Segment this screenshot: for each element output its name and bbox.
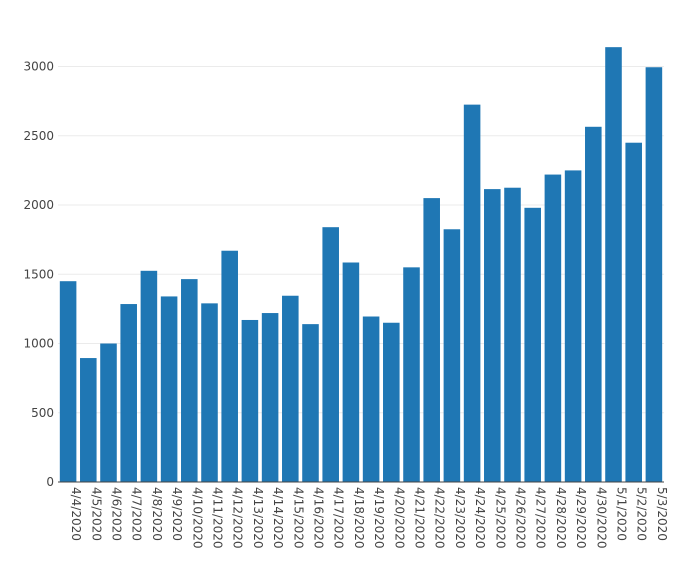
x-tick-label: 4/27/2020: [534, 487, 548, 549]
y-tick-label: 1000: [23, 337, 54, 351]
y-axis-tick-labels: 0 500 1000 1500 2000 2500 3000: [23, 60, 54, 489]
bar[interactable]: [383, 322, 400, 482]
x-tick-label: 4/9/2020: [170, 487, 184, 541]
x-tick-label: 4/12/2020: [231, 487, 245, 549]
bar[interactable]: [423, 198, 440, 482]
x-tick-label: 4/5/2020: [89, 487, 103, 541]
x-tick-label: 4/24/2020: [473, 487, 487, 549]
bar[interactable]: [463, 104, 481, 482]
x-axis-tick-labels: 4/4/2020 4/5/2020 4/6/2020 4/7/2020 4/8/2020…: [69, 487, 669, 549]
bar[interactable]: [342, 262, 360, 482]
bar[interactable]: [403, 267, 420, 482]
x-tick-label: 4/6/2020: [110, 487, 124, 541]
bar[interactable]: [484, 189, 501, 482]
x-tick-label: 4/26/2020: [514, 487, 528, 549]
bar[interactable]: [362, 316, 380, 482]
x-tick-label: 4/11/2020: [211, 487, 225, 549]
bar[interactable]: [241, 319, 259, 482]
x-tick-label: 4/28/2020: [554, 487, 568, 549]
bar[interactable]: [322, 227, 339, 482]
bar[interactable]: [544, 174, 562, 482]
x-tick-label: 4/23/2020: [453, 487, 467, 549]
y-tick-label: 0: [46, 475, 54, 489]
bar[interactable]: [282, 295, 299, 482]
x-tick-label: 4/8/2020: [150, 487, 164, 541]
x-tick-label: 4/22/2020: [433, 487, 447, 549]
x-tick-label: 4/13/2020: [251, 487, 265, 549]
x-tick-label: 4/20/2020: [392, 487, 406, 549]
bar[interactable]: [504, 187, 521, 482]
y-tick-label: 2000: [23, 198, 54, 212]
x-tick-label: 5/3/2020: [655, 487, 669, 541]
x-tick-label: 4/19/2020: [372, 487, 386, 549]
bar[interactable]: [100, 343, 117, 482]
bar[interactable]: [120, 304, 137, 482]
x-tick-label: 4/17/2020: [332, 487, 346, 549]
x-tick-label: 4/7/2020: [130, 487, 144, 541]
bar[interactable]: [605, 47, 622, 482]
y-tick-label: 1500: [23, 267, 54, 281]
bar[interactable]: [302, 324, 319, 482]
x-tick-label: 4/30/2020: [594, 487, 608, 549]
x-tick-label: 4/29/2020: [574, 487, 588, 549]
bar[interactable]: [261, 313, 279, 482]
bar[interactable]: [221, 250, 238, 482]
bar[interactable]: [201, 303, 218, 482]
bar[interactable]: [585, 126, 602, 482]
x-tick-label: 4/21/2020: [413, 487, 427, 549]
x-tick-label: 4/25/2020: [493, 487, 507, 549]
y-tick-label: 500: [31, 406, 54, 420]
x-tick-label: 4/15/2020: [291, 487, 305, 549]
bars: [59, 47, 663, 483]
x-tick-label: 5/1/2020: [615, 487, 629, 541]
y-tick-label: 3000: [23, 60, 54, 74]
bar[interactable]: [80, 358, 97, 482]
x-tick-label: 5/2/2020: [635, 487, 649, 541]
y-tick-label: 2500: [23, 129, 54, 143]
bar[interactable]: [59, 281, 77, 482]
x-tick-label: 4/4/2020: [69, 487, 83, 541]
bar[interactable]: [181, 279, 198, 482]
bar[interactable]: [524, 207, 541, 483]
gridlines: [58, 66, 664, 414]
bar[interactable]: [625, 142, 642, 482]
bar[interactable]: [160, 296, 178, 482]
bar[interactable]: [443, 229, 461, 482]
x-tick-label: 4/10/2020: [190, 487, 204, 549]
x-tick-label: 4/16/2020: [312, 487, 326, 549]
bar[interactable]: [645, 67, 663, 482]
x-tick-label: 4/14/2020: [271, 487, 285, 549]
bar[interactable]: [564, 170, 582, 482]
bar[interactable]: [140, 270, 158, 482]
x-tick-label: 4/18/2020: [352, 487, 366, 549]
